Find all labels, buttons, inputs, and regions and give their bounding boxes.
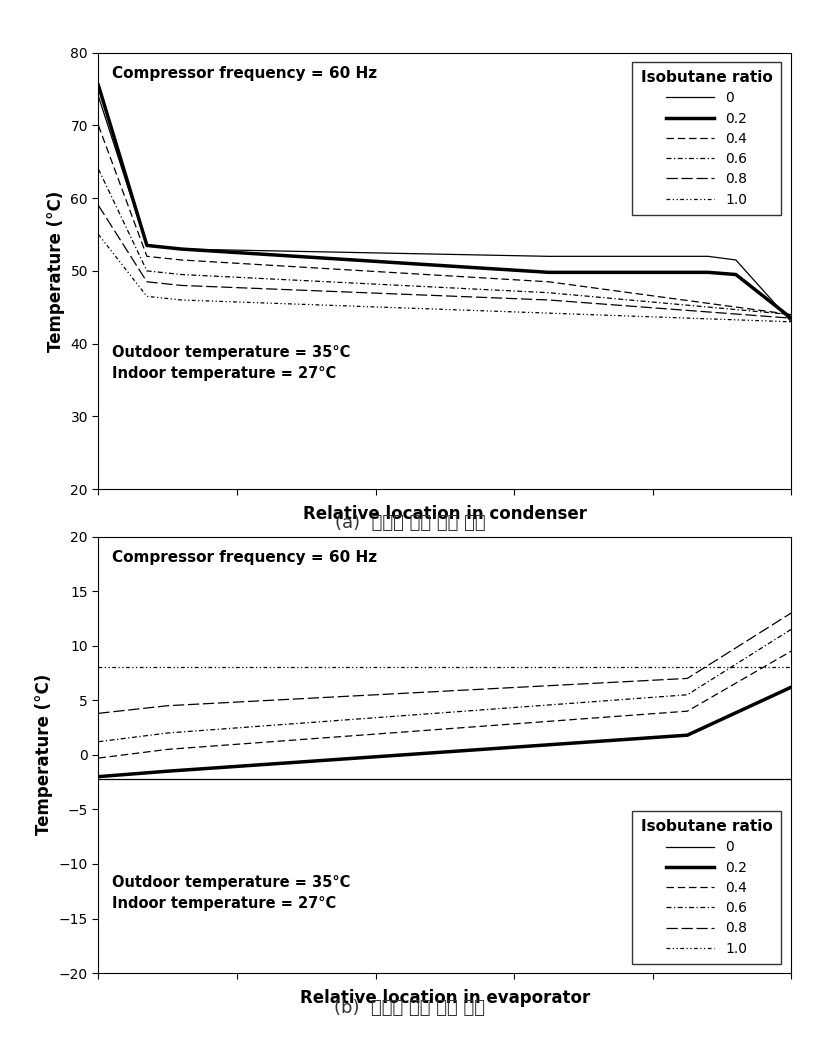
Text: (a)  응쳙기 내부 온도 분포: (a) 응쳙기 내부 온도 분포 (334, 513, 485, 532)
Text: Outdoor temperature = 35°C
Indoor temperature = 27°C: Outdoor temperature = 35°C Indoor temper… (112, 345, 351, 381)
Y-axis label: Temperature (°C): Temperature (°C) (47, 190, 65, 351)
Legend: 0, 0.2, 0.4, 0.6, 0.8, 1.0: 0, 0.2, 0.4, 0.6, 0.8, 1.0 (631, 62, 780, 215)
Legend: 0, 0.2, 0.4, 0.6, 0.8, 1.0: 0, 0.2, 0.4, 0.6, 0.8, 1.0 (631, 811, 780, 964)
X-axis label: Relative location in condenser: Relative location in condenser (302, 505, 586, 523)
Text: Outdoor temperature = 35°C
Indoor temperature = 27°C: Outdoor temperature = 35°C Indoor temper… (112, 875, 351, 911)
Y-axis label: Temperature (°C): Temperature (°C) (35, 674, 53, 835)
Text: Compressor frequency = 60 Hz: Compressor frequency = 60 Hz (112, 65, 377, 81)
Text: Compressor frequency = 60 Hz: Compressor frequency = 60 Hz (112, 549, 377, 565)
Text: (b)  증발기 내부 온도 분포: (b) 증발기 내부 온도 분포 (334, 998, 485, 1017)
X-axis label: Relative location in evaporator: Relative location in evaporator (300, 989, 589, 1007)
